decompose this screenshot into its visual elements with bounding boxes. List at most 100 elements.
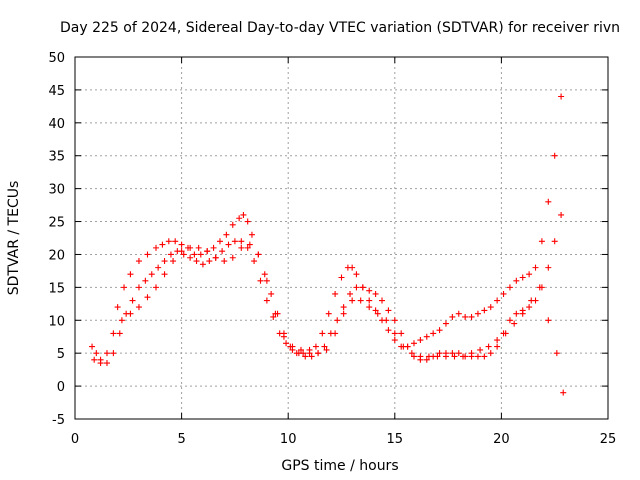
data-point xyxy=(455,350,462,357)
data-point xyxy=(116,330,123,337)
data-point xyxy=(353,271,360,278)
data-point xyxy=(165,238,172,245)
chart-title: Day 225 of 2024, Sidereal Day-to-day VTE… xyxy=(60,20,620,36)
data-point xyxy=(191,251,198,258)
data-point xyxy=(129,297,136,304)
data-point xyxy=(283,340,290,347)
data-point xyxy=(110,350,117,357)
data-point xyxy=(513,310,520,317)
data-point xyxy=(225,241,232,248)
data-point xyxy=(494,297,501,304)
data-point xyxy=(487,304,494,311)
data-point xyxy=(477,346,484,353)
data-point xyxy=(187,254,194,261)
data-point xyxy=(206,258,213,265)
data-point xyxy=(199,261,206,268)
data-point xyxy=(135,284,142,291)
data-point xyxy=(551,238,558,245)
data-point xyxy=(494,343,501,350)
x-tick-label: 0 xyxy=(71,432,79,447)
data-point xyxy=(334,317,341,324)
data-point xyxy=(417,337,424,344)
y-tick-label: 45 xyxy=(48,84,65,99)
data-point xyxy=(430,330,437,337)
data-point xyxy=(366,287,373,294)
data-point xyxy=(468,313,475,320)
data-point xyxy=(178,241,185,248)
y-tick-label: 40 xyxy=(48,117,65,132)
data-point xyxy=(210,244,217,251)
data-point xyxy=(248,231,255,238)
data-point xyxy=(159,241,166,248)
y-tick-label: 35 xyxy=(48,150,65,165)
data-point xyxy=(121,284,128,291)
data-point xyxy=(519,310,526,317)
x-tick-label: 15 xyxy=(387,432,404,447)
data-point xyxy=(231,238,238,245)
x-axis-label: GPS time / hours xyxy=(281,458,398,474)
data-point xyxy=(155,264,162,271)
plot-frame xyxy=(74,56,609,420)
data-point xyxy=(118,317,125,324)
data-point xyxy=(114,304,121,311)
data-point xyxy=(353,284,360,291)
data-point xyxy=(449,350,456,357)
series-track-a xyxy=(89,93,565,363)
data-point xyxy=(308,353,315,360)
data-point xyxy=(385,307,392,314)
data-point xyxy=(270,313,277,320)
data-point xyxy=(302,353,309,360)
y-tick-label: 25 xyxy=(48,216,65,231)
data-point xyxy=(494,337,501,344)
data-point xyxy=(391,330,398,337)
data-point xyxy=(451,353,458,360)
data-point xyxy=(528,297,535,304)
data-point xyxy=(340,310,347,317)
data-point xyxy=(255,251,262,258)
data-point xyxy=(366,297,373,304)
data-point xyxy=(153,244,160,251)
data-point xyxy=(289,343,296,350)
data-point xyxy=(442,353,449,360)
data-point xyxy=(545,317,552,324)
data-point xyxy=(244,218,251,225)
data-point xyxy=(442,320,449,327)
data-point xyxy=(400,343,407,350)
data-point xyxy=(238,238,245,245)
data-point xyxy=(229,254,236,261)
y-tick-label: 20 xyxy=(48,248,65,263)
data-point xyxy=(474,310,481,317)
data-point xyxy=(408,350,415,357)
data-point xyxy=(161,271,168,278)
data-points xyxy=(89,93,567,396)
data-point xyxy=(449,313,456,320)
axis-ticks: 0 5 10 15 20 25 -5 0 5 10 15 20 25 30 35 40 45 50 xyxy=(48,51,616,447)
data-point xyxy=(261,271,268,278)
data-point xyxy=(359,284,366,291)
data-point xyxy=(340,304,347,311)
data-point xyxy=(97,360,104,367)
data-point xyxy=(263,277,270,284)
data-point xyxy=(462,313,469,320)
data-point xyxy=(379,297,386,304)
data-point xyxy=(89,343,96,350)
y-tick-label: 30 xyxy=(48,183,65,198)
data-point xyxy=(195,244,202,251)
data-point xyxy=(295,350,302,357)
data-point xyxy=(460,353,467,360)
y-tick-label: 50 xyxy=(48,51,65,66)
data-point xyxy=(558,211,565,218)
data-point xyxy=(315,350,322,357)
data-point xyxy=(511,320,518,327)
data-point xyxy=(148,271,155,278)
data-point xyxy=(321,343,328,350)
data-point xyxy=(513,277,520,284)
data-point xyxy=(110,330,117,337)
data-point xyxy=(417,353,424,360)
x-tick-label: 20 xyxy=(493,432,510,447)
data-point xyxy=(238,244,245,251)
data-point xyxy=(434,353,441,360)
data-point xyxy=(436,350,443,357)
data-point xyxy=(357,297,364,304)
data-point xyxy=(474,353,481,360)
